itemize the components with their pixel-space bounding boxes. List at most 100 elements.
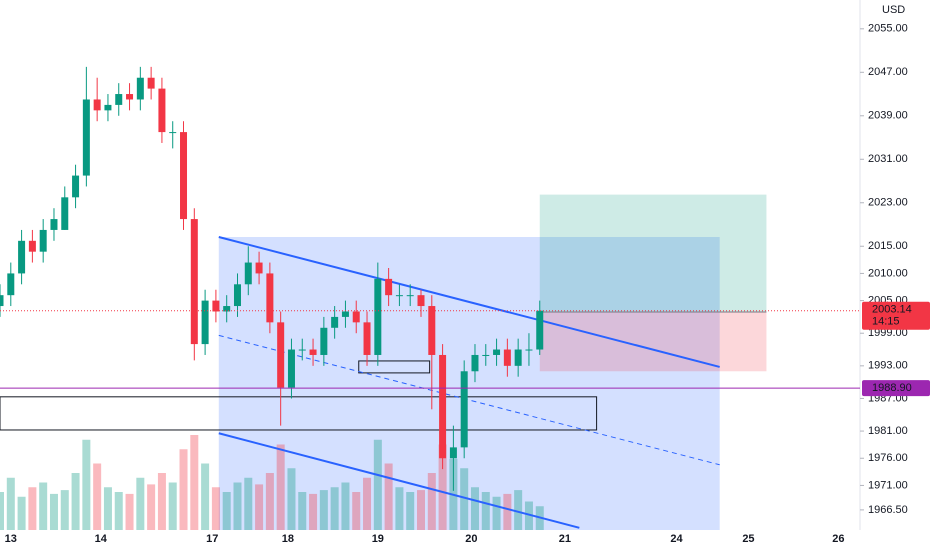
y-tick-label: 2031.00 bbox=[868, 153, 908, 165]
volume-bar bbox=[168, 482, 177, 530]
volume-bar bbox=[373, 439, 382, 530]
volume-bar bbox=[406, 492, 415, 530]
volume-bar bbox=[276, 444, 285, 530]
volume-bar bbox=[147, 484, 156, 530]
candle-body bbox=[352, 311, 360, 323]
y-tick-label: 1971.00 bbox=[868, 479, 908, 491]
volume-bar bbox=[233, 482, 242, 530]
volume-bar bbox=[125, 493, 134, 530]
volume-bar bbox=[460, 468, 469, 530]
y-tick-label: 2039.00 bbox=[868, 110, 908, 122]
y-tick-label: 1966.50 bbox=[868, 504, 908, 516]
volume-bar bbox=[503, 493, 512, 530]
price-line-label: 1988.90 bbox=[872, 382, 912, 394]
volume-bar bbox=[255, 484, 264, 530]
candle-body bbox=[385, 278, 393, 296]
candle-body bbox=[309, 349, 317, 355]
x-tick-label: 25 bbox=[742, 533, 754, 545]
volume-bar bbox=[201, 463, 210, 530]
volume-bar bbox=[244, 477, 253, 530]
candle-body bbox=[320, 327, 328, 355]
candle-body bbox=[7, 273, 15, 296]
volume-bar bbox=[427, 473, 436, 530]
volume-bar bbox=[211, 487, 220, 530]
candle-body bbox=[331, 316, 339, 328]
volume-bar bbox=[363, 477, 372, 530]
y-tick-label: 2023.00 bbox=[868, 197, 908, 209]
candle-body bbox=[428, 306, 436, 355]
candle-body bbox=[190, 219, 198, 345]
candle-body bbox=[266, 273, 274, 323]
candle-body bbox=[514, 349, 522, 366]
volume-bar bbox=[39, 482, 48, 530]
candle-body bbox=[460, 371, 468, 448]
candle-body bbox=[503, 349, 511, 366]
candle-body bbox=[374, 278, 382, 355]
candle-body bbox=[493, 349, 501, 355]
rectangle bbox=[0, 396, 598, 431]
volume-bar bbox=[309, 493, 318, 530]
last-price-label: 2003.14 bbox=[872, 304, 912, 316]
volume-bar bbox=[93, 463, 102, 530]
candle-body bbox=[255, 262, 263, 274]
candle-body bbox=[115, 94, 123, 105]
candle-body bbox=[439, 354, 447, 459]
volume-bar bbox=[298, 492, 307, 530]
volume-bar bbox=[514, 490, 523, 530]
candle-body bbox=[104, 104, 112, 111]
candle-body bbox=[406, 295, 414, 297]
candle-body bbox=[449, 447, 457, 459]
volume-bar bbox=[319, 490, 328, 530]
candle-body bbox=[93, 99, 101, 111]
volume-bar bbox=[0, 492, 4, 530]
candle-body bbox=[180, 132, 188, 220]
volume-bar bbox=[352, 492, 361, 530]
volume-bar bbox=[114, 492, 123, 530]
volume-bar bbox=[330, 487, 339, 530]
x-tick-label: 24 bbox=[670, 533, 683, 545]
volume-bar bbox=[524, 501, 533, 530]
candle-body bbox=[482, 354, 490, 356]
y-tick-label: 1993.00 bbox=[868, 360, 908, 372]
channel-upper bbox=[218, 236, 720, 368]
volume-bar bbox=[417, 490, 426, 530]
countdown: 14:15 bbox=[872, 316, 900, 328]
volume-bar bbox=[470, 487, 479, 530]
candle-body bbox=[201, 300, 209, 345]
volume-bar bbox=[341, 482, 350, 530]
candle-body bbox=[61, 197, 69, 230]
volume-bar bbox=[28, 487, 37, 530]
candle-body bbox=[72, 175, 80, 198]
candle-body bbox=[341, 311, 349, 317]
volume-bar bbox=[103, 487, 112, 530]
candle-body bbox=[471, 354, 479, 372]
x-tick-label: 17 bbox=[206, 533, 218, 545]
volume-bar bbox=[49, 493, 58, 530]
volume-bar bbox=[17, 496, 26, 530]
volume-bar bbox=[6, 477, 15, 530]
x-tick-label: 18 bbox=[282, 533, 294, 545]
volume-bar bbox=[222, 492, 231, 530]
candle-body bbox=[169, 132, 177, 134]
candle-body bbox=[0, 295, 4, 307]
x-tick-label: 26 bbox=[832, 533, 844, 545]
candle-body bbox=[39, 229, 47, 252]
volume-bar bbox=[287, 468, 296, 530]
price-line-badge bbox=[862, 380, 930, 397]
candle-body bbox=[395, 295, 403, 297]
y-tick-label: 1981.00 bbox=[868, 425, 908, 437]
candle-body bbox=[50, 219, 58, 230]
candle-body bbox=[298, 349, 306, 351]
candle-body bbox=[244, 262, 252, 285]
candle-body bbox=[147, 77, 155, 89]
last-price-badge bbox=[862, 301, 930, 330]
candle-body bbox=[126, 94, 134, 100]
axis-panel bbox=[860, 0, 932, 550]
stop-zone bbox=[539, 312, 767, 372]
volume-bar bbox=[492, 496, 501, 530]
candle-body bbox=[212, 300, 220, 312]
x-tick-label: 14 bbox=[95, 533, 108, 545]
volume-bar bbox=[265, 473, 274, 530]
y-tick-label: 2055.00 bbox=[868, 23, 908, 35]
